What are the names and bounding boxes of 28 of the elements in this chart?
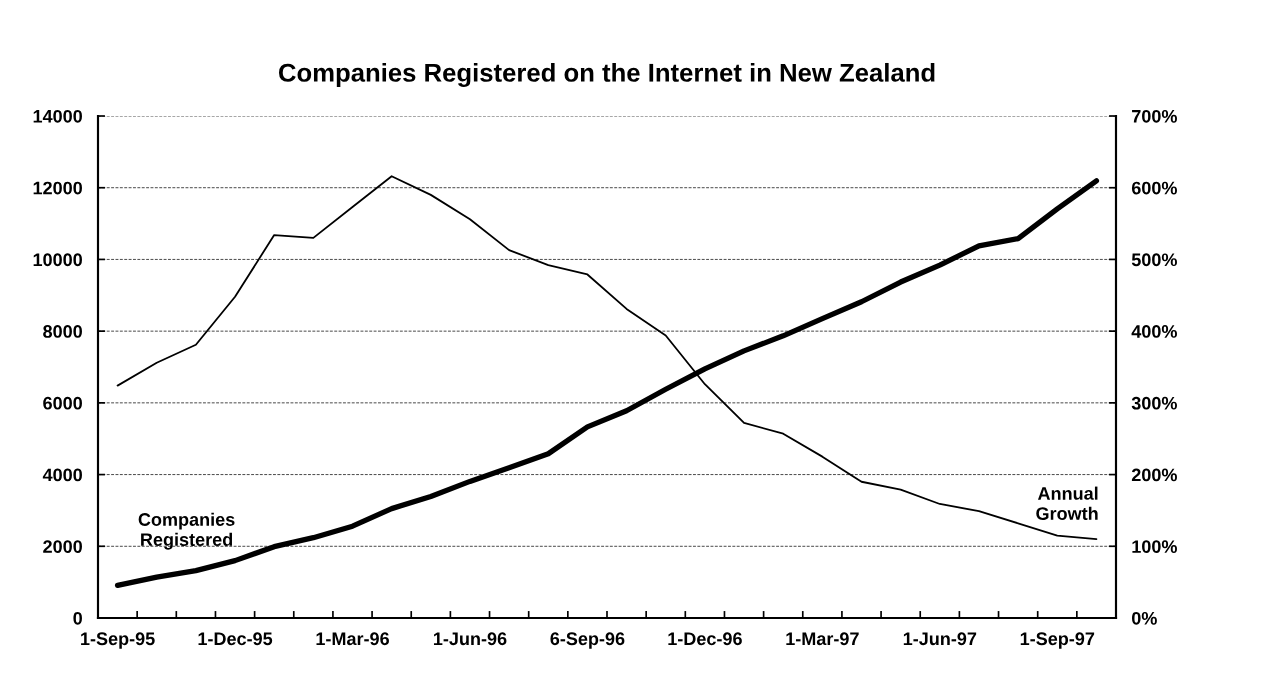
y-tick-label: 2000 xyxy=(43,540,82,554)
y-tick-label: 10000 xyxy=(33,253,82,267)
x-tick-label: 1-Sep-95 xyxy=(81,632,155,649)
y2-tick-label: 700% xyxy=(1132,109,1177,123)
y2-tick-label: 300% xyxy=(1131,396,1177,410)
x-tick-label: 1-Sep-97 xyxy=(1020,632,1095,649)
x-tick-label: 1-Mar-97 xyxy=(786,632,859,646)
y2-tick-label: 0% xyxy=(1131,611,1157,625)
series-label: Annual Growth xyxy=(1036,486,1098,520)
y2-tick-label: 400% xyxy=(1131,325,1177,338)
y-tick-label: 8000 xyxy=(43,325,82,338)
x-tick-label: 1-Jun-97 xyxy=(903,632,977,646)
x-tick-label: 1-Mar-96 xyxy=(316,632,389,646)
x-tick-label: 1-Dec-96 xyxy=(668,632,742,646)
x-tick-label: 6-Sep-96 xyxy=(550,632,625,649)
y-tick-label: 0 xyxy=(73,611,82,625)
y2-tick-label: 100% xyxy=(1132,540,1177,554)
x-tick-label: 1-Jun-96 xyxy=(433,632,507,646)
series-label: Companies Registered xyxy=(138,512,235,550)
y-tick-label: 6000 xyxy=(43,396,82,410)
chart-title: Companies Registered on the Internet in New Zealand xyxy=(278,62,935,88)
y-tick-label: 12000 xyxy=(33,181,82,195)
y2-tick-label: 200% xyxy=(1131,468,1177,482)
y2-tick-label: 500% xyxy=(1131,253,1177,267)
y-tick-label: 14000 xyxy=(33,109,82,123)
y-tick-label: 4000 xyxy=(42,468,82,482)
x-tick-label: 1-Dec-95 xyxy=(198,632,273,646)
y2-tick-label: 600% xyxy=(1131,181,1177,195)
